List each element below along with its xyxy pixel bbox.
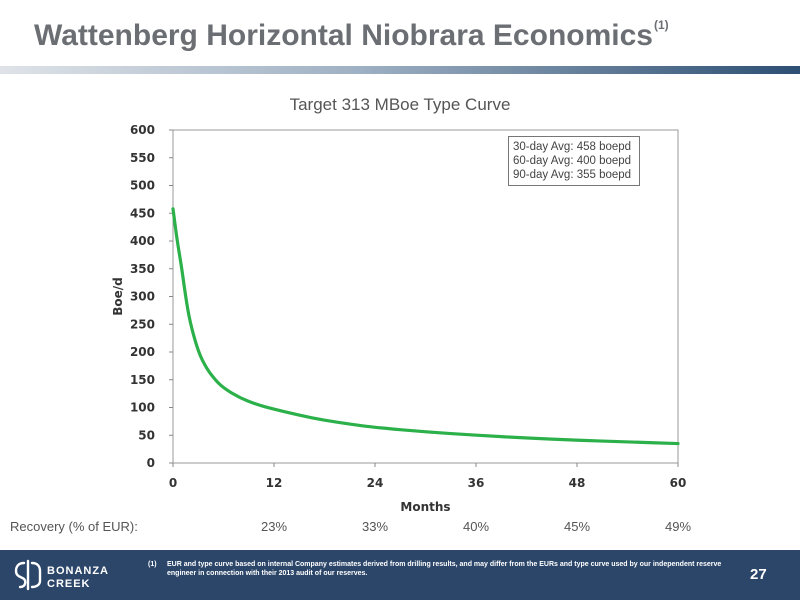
x-tick-label: 0 xyxy=(169,476,177,490)
y-tick-label: 600 xyxy=(130,123,155,137)
footer-bar xyxy=(0,550,800,600)
y-tick-label: 150 xyxy=(130,373,155,387)
recovery-value: 33% xyxy=(361,519,389,534)
x-axis-label: Months xyxy=(400,500,450,514)
y-tick-label: 100 xyxy=(130,401,155,415)
average-rates-box: 30-day Avg: 458 boepd 60-day Avg: 400 bo… xyxy=(508,136,640,186)
recovery-label: Recovery (% of EUR): xyxy=(10,519,138,534)
logo-line-2: CREEK xyxy=(47,578,91,590)
y-tick-label: 250 xyxy=(130,317,155,331)
avg-90-day: 90-day Avg: 355 boepd xyxy=(513,169,632,181)
avg-60-day: 60-day Avg: 400 boepd xyxy=(513,155,632,167)
slide-title: Wattenberg Horizontal Niobrara Economics… xyxy=(34,18,669,52)
y-tick-label: 200 xyxy=(130,345,155,359)
y-tick-label: 50 xyxy=(138,428,155,442)
title-divider-bar xyxy=(0,66,800,74)
chart-title: Target 313 MBoe Type Curve xyxy=(289,95,511,114)
footnote-marker: (1) xyxy=(148,561,157,568)
recovery-value: 23% xyxy=(260,519,288,534)
bonanza-creek-logo: BONANZA CREEK xyxy=(14,559,109,591)
y-tick-label: 300 xyxy=(130,290,155,304)
y-tick-label: 350 xyxy=(130,262,155,276)
recovery-value: 45% xyxy=(563,519,591,534)
avg-30-day: 30-day Avg: 458 boepd xyxy=(513,141,632,153)
y-tick-label: 400 xyxy=(130,234,155,248)
x-tick-label: 24 xyxy=(367,476,384,490)
page-number: 27 xyxy=(750,566,767,583)
y-axis-label: Boe/d xyxy=(111,277,125,316)
y-tick-label: 500 xyxy=(130,179,155,193)
recovery-value: 49% xyxy=(664,519,692,534)
y-tick-label: 450 xyxy=(130,206,155,220)
recovery-value: 40% xyxy=(462,519,490,534)
logo-line-1: BONANZA xyxy=(47,565,109,577)
x-tick-label: 36 xyxy=(468,476,485,490)
x-tick-label: 48 xyxy=(569,476,586,490)
x-tick-label: 60 xyxy=(670,476,687,490)
type-curve-line xyxy=(171,207,680,446)
type-curve-chart: 0 50 100 150 200 250 300 350 400 450 500 550 600 0 12 2… xyxy=(111,123,687,514)
y-tick-label: 550 xyxy=(130,151,155,165)
title-footnote-ref: (1) xyxy=(653,18,669,32)
x-tick-label: 12 xyxy=(266,476,283,490)
footnote-text: EUR and type curve based on internal Com… xyxy=(167,561,722,577)
y-tick-label: 0 xyxy=(147,456,155,470)
